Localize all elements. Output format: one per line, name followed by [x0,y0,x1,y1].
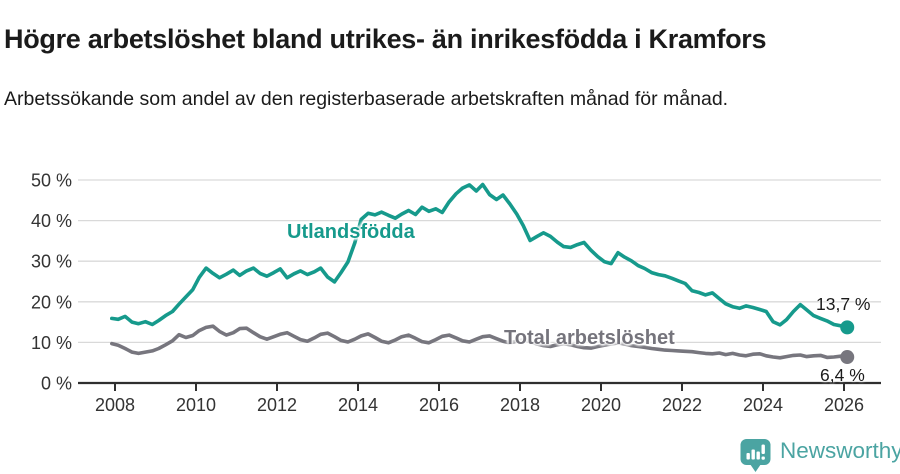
x-tick-label: 2020 [581,395,621,415]
newsworthy-brand-link[interactable]: Newsworthy [740,438,900,473]
series-end-dot [840,320,855,335]
x-tick-label: 2022 [662,395,702,415]
y-tick-label: 50 % [31,171,72,191]
x-tick-label: 2008 [95,395,135,415]
series-label-total-arbetsloshet: Total arbetslöshet [504,327,675,349]
y-tick-label: 20 % [31,292,72,312]
y-tick-label: 30 % [31,252,72,272]
newsworthy-wordmark: Newsworthy [780,438,900,463]
x-tick-label: 2024 [743,395,783,415]
x-tick-label: 2014 [338,395,378,415]
y-tick-label: 0 % [41,374,72,394]
y-tick-label: 10 % [31,333,72,353]
end-value-utlandsfodda: 13,7 % [816,294,871,314]
series-line-total-arbetsl-shet [110,324,849,360]
bar-chart-speech-bubble-icon [740,439,771,472]
page-subtitle: Arbetssökande som andel av den registerb… [4,87,729,110]
x-tick-label: 2010 [176,395,216,415]
x-tick-label: 2026 [824,395,864,415]
series-label-utlandsfodda: Utlandsfödda [287,221,415,243]
y-tick-label: 40 % [31,211,72,231]
page-title: Högre arbetslöshet bland utrikes- än inr… [4,24,767,55]
x-tick-label: 2012 [257,395,297,415]
x-tick-label: 2016 [419,395,459,415]
series-line-utlandsf-dda [110,182,849,330]
end-value-total: 6,4 % [820,365,865,385]
x-tick-label: 2018 [500,395,540,415]
series-end-dot [840,350,855,365]
